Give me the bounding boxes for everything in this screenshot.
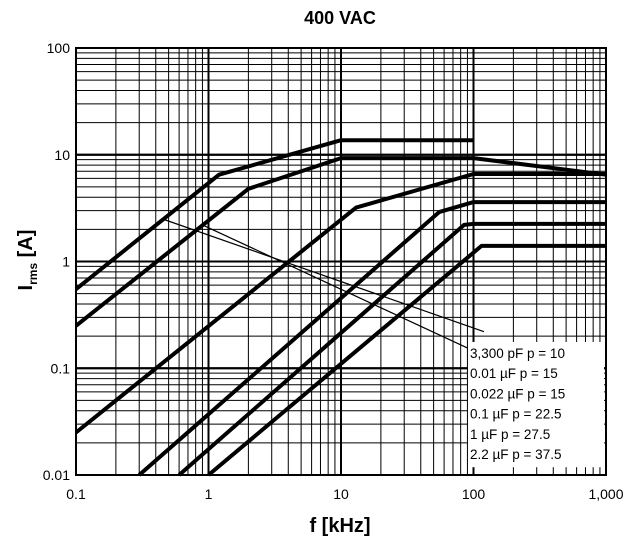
x-tick-label: 1,000 xyxy=(588,486,623,502)
x-tick-label: 0.1 xyxy=(66,486,86,502)
legend-entry: 3,300 pF p = 10 xyxy=(470,346,565,361)
y-axis-label-sub: rms xyxy=(26,263,40,285)
series-line xyxy=(74,138,474,291)
legend-entry: 0.1 µF p = 22.5 xyxy=(470,407,561,422)
y-tick-labels: 0.01 0.1 1 10 100 xyxy=(43,40,70,483)
x-tick-label: 10 xyxy=(333,486,349,502)
x-tick-label: 1 xyxy=(205,486,213,502)
y-tick-label: 100 xyxy=(47,40,71,56)
y-tick-label: 10 xyxy=(54,147,70,163)
series-group xyxy=(74,138,607,477)
y-axis-label-unit: [A] xyxy=(15,230,37,263)
plot-frame xyxy=(75,47,607,476)
series-line xyxy=(137,200,606,477)
thin-line xyxy=(162,218,485,333)
y-tick-label: 0.01 xyxy=(43,467,70,483)
series-line xyxy=(74,172,606,435)
thin-lines-group xyxy=(162,218,494,361)
series-line xyxy=(207,243,606,477)
x-tick-labels: 0.1 1 10 100 1,000 xyxy=(66,486,623,502)
chart-title: 400 VAC xyxy=(304,8,376,28)
series-line xyxy=(177,221,606,477)
y-tick-label: 1 xyxy=(62,254,70,270)
y-axis-label: Irms [A] xyxy=(15,230,40,291)
x-tick-label: 100 xyxy=(462,486,486,502)
legend-box xyxy=(468,342,604,468)
thin-line xyxy=(202,224,494,361)
legend-entry: 1 µF p = 27.5 xyxy=(470,427,550,442)
y-tick-label: 0.1 xyxy=(51,360,71,376)
legend-entry: 0.022 µF p = 15 xyxy=(470,386,565,401)
y-axis-label-main: I xyxy=(15,285,37,291)
legend-entry: 2.2 µF p = 37.5 xyxy=(470,447,561,462)
legend-entry: 0.01 µF p = 15 xyxy=(470,366,558,381)
x-axis-label: f [kHz] xyxy=(309,515,370,537)
legend: 3,300 pF p = 10 0.01 µF p = 15 0.022 µF p … xyxy=(470,346,565,462)
series-line xyxy=(74,156,607,328)
